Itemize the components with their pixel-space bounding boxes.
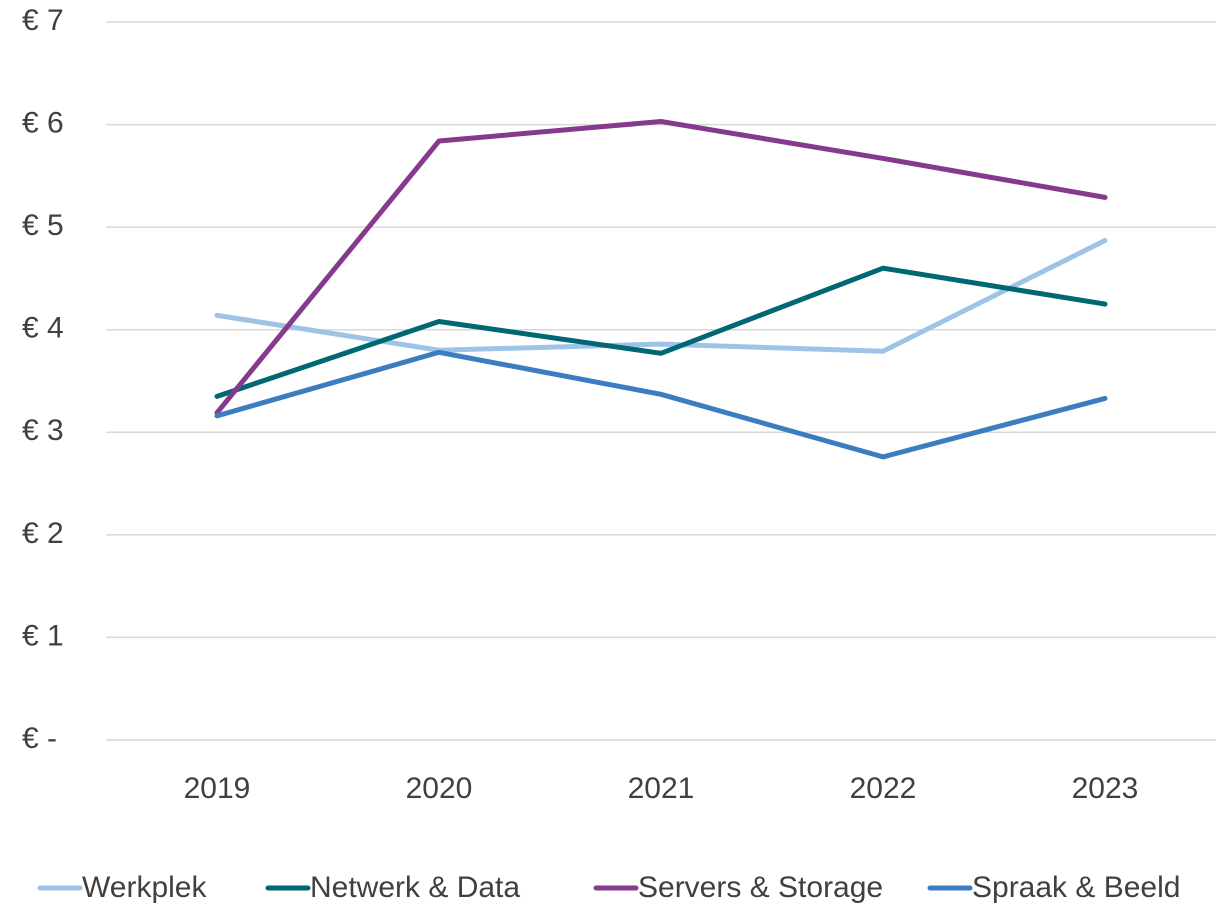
y-tick-label: € 3 (22, 414, 64, 447)
series-line (214, 349, 1108, 460)
x-tick-label: 2020 (406, 772, 473, 805)
y-tick-label: € 6 (22, 106, 64, 139)
legend-label: Werkplek (82, 871, 207, 904)
x-tick-label: 2022 (850, 772, 917, 805)
legend-label: Netwerk & Data (310, 871, 520, 904)
x-tick-label: 2019 (184, 772, 251, 805)
series-line (214, 265, 1108, 399)
y-tick-label: € 4 (22, 312, 64, 345)
x-tick-label: 2023 (1072, 772, 1139, 805)
legend-label: Servers & Storage (638, 871, 883, 904)
y-tick-label: € 7 (22, 4, 64, 37)
x-tick-label: 2021 (628, 772, 695, 805)
y-tick-label: € 5 (22, 209, 64, 242)
series-line (214, 237, 1108, 354)
y-tick-label: € 2 (22, 517, 64, 550)
legend-label: Spraak & Beeld (972, 871, 1180, 904)
y-tick-label: € - (22, 722, 57, 755)
y-tick-label: € 1 (22, 619, 64, 652)
series-line (214, 118, 1108, 416)
